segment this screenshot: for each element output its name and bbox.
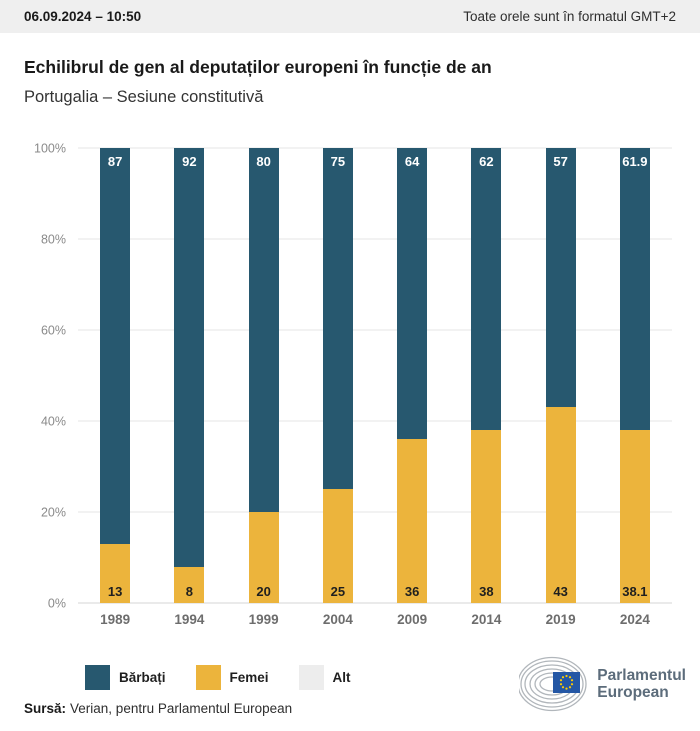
bar-segment-women-2024[interactable]: 38.1 bbox=[619, 429, 650, 603]
y-tick-label: 40% bbox=[40, 413, 66, 428]
bar-segment-men-2009[interactable]: 64 bbox=[397, 148, 428, 440]
ep-logo-text: Parlamentul European bbox=[597, 667, 686, 701]
bar-segment-men-2004[interactable]: 75 bbox=[322, 148, 353, 490]
gridline bbox=[78, 147, 672, 149]
stacked-bar-2014: 62 38 bbox=[471, 148, 502, 603]
source-text: Verian, pentru Parlamentul European bbox=[70, 701, 293, 716]
gridline bbox=[78, 238, 672, 240]
x-axis-label-2014: 2014 bbox=[471, 612, 502, 627]
bar-segment-women-1994[interactable]: 8 bbox=[174, 566, 205, 603]
datetime-label: 06.09.2024 – 10:50 bbox=[24, 9, 142, 24]
page-subtitle: Portugalia – Sesiune constitutivă bbox=[24, 88, 264, 106]
x-axis-label-2004: 2004 bbox=[322, 612, 353, 627]
page-title: Echilibrul de gen al deputaților europen… bbox=[24, 57, 492, 77]
bar-segment-men-1999[interactable]: 80 bbox=[248, 148, 279, 512]
ep-logo-line1: Parlamentul bbox=[597, 667, 686, 684]
bar-value-men-1994: 92 bbox=[182, 154, 197, 169]
y-tick-label: 0% bbox=[47, 595, 66, 610]
bar-column-2014: 62 38 2014 bbox=[449, 148, 523, 627]
timezone-note: Toate orele sunt în formatul GMT+2 bbox=[463, 9, 676, 24]
legend-label-alt: Alt bbox=[332, 670, 351, 685]
x-axis-label-2009: 2009 bbox=[397, 612, 428, 627]
bar-value-men-2024: 61.9 bbox=[622, 154, 648, 169]
eu-flag-icon bbox=[553, 672, 581, 693]
bar-value-men-2014: 62 bbox=[479, 154, 494, 169]
stacked-bar-1994: 92 8 bbox=[174, 148, 205, 603]
bar-segment-men-1994[interactable]: 92 bbox=[174, 148, 205, 567]
ep-logo: Parlamentul European bbox=[519, 655, 686, 713]
x-axis-label-2019: 2019 bbox=[545, 612, 576, 627]
ep-hemicycle-icon bbox=[519, 656, 587, 712]
legend-label-barbati: Bărbați bbox=[119, 670, 166, 685]
y-tick-label: 80% bbox=[40, 231, 66, 246]
bar-value-women-2019: 43 bbox=[553, 583, 568, 599]
bar-segment-women-2014[interactable]: 38 bbox=[471, 430, 502, 603]
bar-value-men-1989: 87 bbox=[107, 154, 123, 169]
source-note: Sursă: Verian, pentru Parlamentul Europea… bbox=[24, 701, 676, 716]
bar-segment-men-2024[interactable]: 61.9 bbox=[619, 148, 650, 430]
bar-column-2009: 64 36 2009 bbox=[375, 148, 449, 627]
stacked-bar-2004: 75 25 bbox=[322, 148, 353, 603]
bar-value-women-2024: 38.1 bbox=[622, 583, 648, 599]
bar-value-men-2004: 75 bbox=[330, 154, 346, 169]
main-content: Echilibrul de gen al deputaților europen… bbox=[0, 57, 700, 716]
ep-logo-line2: European bbox=[597, 684, 669, 701]
bar-value-men-2019: 57 bbox=[553, 154, 568, 169]
plot-area: 0% 20% 40% 60% 80% 100% 87 13 1989 92 8 1994 80 20 199… bbox=[34, 142, 672, 627]
stacked-bar-2019: 57 43 bbox=[545, 148, 576, 603]
bar-segment-women-1999[interactable]: 20 bbox=[248, 512, 279, 603]
legend-item-femei: Femei bbox=[195, 665, 269, 690]
bar-column-2019: 57 43 2019 bbox=[524, 148, 598, 627]
x-axis-label-1989: 1989 bbox=[100, 612, 131, 627]
top-bar: 06.09.2024 – 10:50 Toate orele sunt în f… bbox=[0, 0, 700, 33]
eu-flag-stars bbox=[560, 674, 574, 690]
x-axis-label-2024: 2024 bbox=[619, 612, 650, 627]
gridline bbox=[78, 511, 672, 513]
legend-swatch-barbati bbox=[85, 665, 110, 690]
stacked-bar-2024: 61.9 38.1 bbox=[619, 148, 650, 603]
bar-column-1994: 92 8 1994 bbox=[152, 148, 226, 627]
x-axis-label-1994: 1994 bbox=[174, 612, 205, 627]
stacked-bar-2009: 64 36 bbox=[397, 148, 428, 603]
bar-segment-men-2019[interactable]: 57 bbox=[545, 148, 576, 408]
legend-swatch-femei bbox=[195, 665, 221, 690]
y-tick-label: 60% bbox=[40, 322, 66, 337]
bar-column-1989: 87 13 1989 bbox=[78, 148, 152, 627]
bar-value-women-1989: 13 bbox=[107, 583, 123, 599]
gridline bbox=[78, 329, 672, 331]
bar-segment-men-2014[interactable]: 62 bbox=[471, 148, 502, 431]
bar-column-2024: 61.9 38.1 2024 bbox=[598, 148, 672, 627]
bar-value-women-2009: 36 bbox=[404, 583, 420, 599]
legend-label-femei: Femei bbox=[229, 670, 269, 685]
bar-segment-women-2009[interactable]: 36 bbox=[397, 439, 428, 603]
bar-segment-women-2019[interactable]: 43 bbox=[545, 407, 576, 603]
legend-swatch-alt bbox=[298, 665, 324, 690]
legend-item-alt: Alt bbox=[298, 665, 367, 690]
gender-balance-chart: 0% 20% 40% 60% 80% 100% 87 13 1989 92 8 1994 80 20 199… bbox=[24, 108, 676, 633]
bar-value-women-2004: 25 bbox=[330, 584, 346, 599]
stacked-bar-1989: 87 13 bbox=[100, 148, 131, 603]
bar-segment-women-1989[interactable]: 13 bbox=[100, 543, 131, 603]
bar-segment-women-2004[interactable]: 25 bbox=[322, 489, 353, 603]
bar-value-women-2014: 38 bbox=[479, 583, 494, 599]
bar-segment-men-1989[interactable]: 87 bbox=[100, 148, 131, 544]
stacked-bar-1999: 80 20 bbox=[248, 148, 279, 603]
gridline bbox=[78, 420, 672, 422]
y-tick-label: 20% bbox=[40, 504, 66, 519]
bar-columns: 87 13 1989 92 8 1994 80 20 1999 75 25 2004 64 36 2009 6… bbox=[78, 148, 672, 627]
bar-value-women-1994: 8 bbox=[185, 583, 193, 599]
gridline bbox=[78, 602, 672, 604]
bar-column-2004: 75 25 2004 bbox=[301, 148, 375, 627]
legend-item-barbati: Bărbați bbox=[85, 665, 166, 690]
y-tick-label: 100% bbox=[34, 140, 66, 155]
legend: Bărbați Femei Alt bbox=[85, 665, 676, 690]
source-prefix: Sursă: bbox=[24, 701, 67, 716]
bar-value-men-1999: 80 bbox=[256, 154, 271, 169]
bar-column-1999: 80 20 1999 bbox=[227, 148, 301, 627]
x-axis-label-1999: 1999 bbox=[248, 612, 279, 627]
bar-value-men-2009: 64 bbox=[404, 154, 420, 169]
bar-value-women-1999: 20 bbox=[256, 584, 271, 599]
